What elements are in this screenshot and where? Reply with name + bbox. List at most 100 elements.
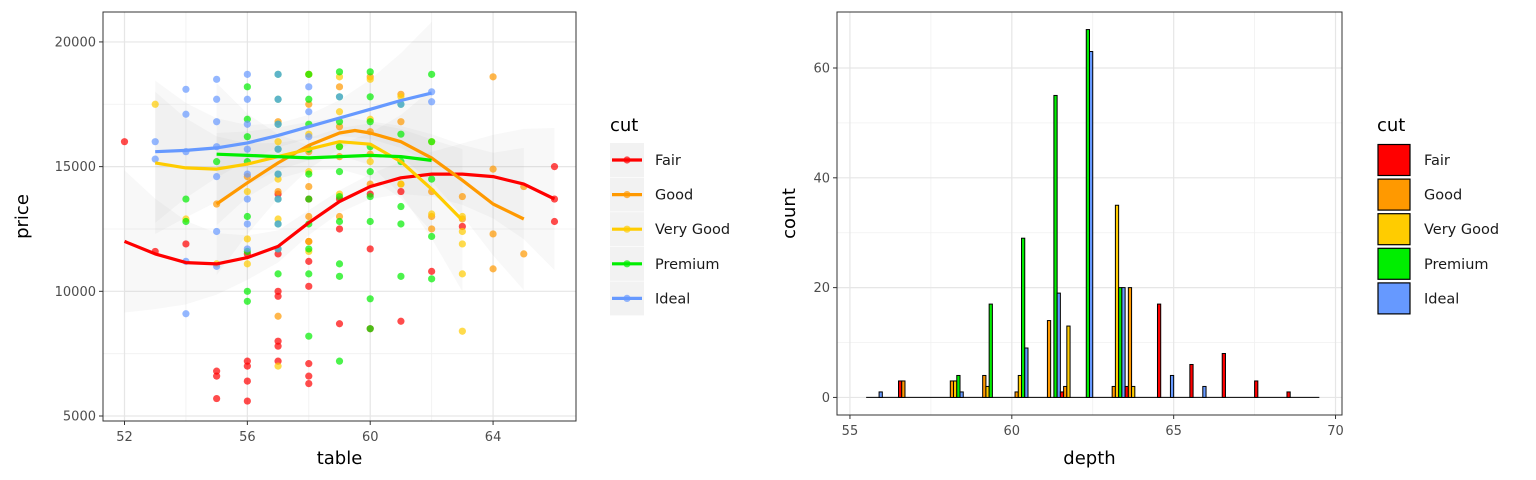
data-point xyxy=(274,195,282,203)
legend: cut Fair Good Very Good Premium Ideal xyxy=(1377,115,1499,315)
data-point xyxy=(489,230,497,238)
legend-label-very-good: Very Good xyxy=(1424,222,1499,238)
bar-ideal xyxy=(878,391,883,398)
data-point xyxy=(243,70,251,78)
data-point xyxy=(213,75,221,83)
data-point xyxy=(458,270,466,278)
legend-key-ideal xyxy=(1377,282,1411,315)
data-point xyxy=(274,292,282,300)
bars xyxy=(878,29,1291,398)
data-point xyxy=(305,212,313,221)
data-point xyxy=(243,362,251,370)
data-point xyxy=(335,357,344,365)
data-point xyxy=(397,180,405,188)
data-point xyxy=(274,170,282,178)
data-point xyxy=(489,165,497,173)
data-point xyxy=(243,195,251,203)
y-tick-label: 20 xyxy=(813,281,830,296)
data-point xyxy=(274,215,282,223)
data-point xyxy=(458,192,466,201)
data-point xyxy=(182,240,190,248)
data-point xyxy=(182,85,190,93)
data-point xyxy=(428,225,436,233)
data-point xyxy=(397,317,405,325)
data-point xyxy=(274,220,282,228)
histogram-depth-count: 55 60 65 70 0 20 40 60 depth count cut Fair Good Very… xyxy=(779,11,1499,469)
data-point xyxy=(366,158,374,166)
data-point xyxy=(213,227,221,236)
y-tick-label: 40 xyxy=(813,171,830,186)
data-point xyxy=(151,155,159,163)
x-tick-label: 65 xyxy=(1165,424,1182,439)
data-point xyxy=(366,245,374,253)
data-point xyxy=(397,187,405,196)
smooth-line-ideal xyxy=(155,91,432,154)
smooth-line-good xyxy=(215,128,525,221)
data-point xyxy=(335,260,344,268)
legend-key-very-good xyxy=(1377,213,1411,246)
y-tick-label: 20000 xyxy=(55,35,96,50)
legend-label-premium: Premium xyxy=(655,257,720,273)
y-tick-label: 10000 xyxy=(55,285,96,300)
data-point xyxy=(305,379,313,388)
data-point xyxy=(489,265,497,273)
data-point xyxy=(243,212,251,221)
data-point xyxy=(182,195,190,203)
data-point xyxy=(305,237,313,246)
data-point xyxy=(335,272,344,280)
data-point xyxy=(335,83,344,91)
data-point xyxy=(305,332,313,340)
data-point xyxy=(335,168,344,176)
data-point xyxy=(213,118,221,126)
data-point xyxy=(305,100,313,108)
data-point xyxy=(335,192,344,201)
data-point xyxy=(366,75,374,83)
data-point xyxy=(366,295,374,303)
data-point xyxy=(489,73,497,81)
data-point xyxy=(274,250,282,258)
data-point xyxy=(243,235,251,243)
data-point xyxy=(213,372,221,380)
data-point xyxy=(335,217,344,226)
data-point xyxy=(305,182,313,191)
data-point xyxy=(397,272,405,280)
x-axis-title: table xyxy=(317,448,363,469)
data-point xyxy=(305,372,313,380)
bar-good xyxy=(901,380,906,398)
data-point xyxy=(305,282,313,290)
x-tick-label: 55 xyxy=(842,424,859,439)
panel-border xyxy=(836,11,1343,416)
bar-fair xyxy=(1189,363,1194,398)
data-point xyxy=(458,327,466,335)
data-point xyxy=(305,195,313,203)
smooth-line-very-good xyxy=(154,140,464,222)
bar-premium xyxy=(988,303,993,398)
data-point xyxy=(243,260,251,268)
bar-premium xyxy=(956,374,961,398)
data-point xyxy=(366,93,374,101)
legend-label-very-good: Very Good xyxy=(655,222,730,238)
legend-label-fair: Fair xyxy=(1424,153,1450,169)
data-point xyxy=(274,175,282,183)
data-point xyxy=(520,250,528,258)
x-tick-label: 64 xyxy=(485,430,502,445)
data-point xyxy=(274,312,282,320)
bar-ideal xyxy=(1089,51,1094,398)
data-point xyxy=(335,123,344,131)
data-point xyxy=(151,138,159,146)
data-point xyxy=(366,325,374,333)
legend-label-good: Good xyxy=(655,188,693,204)
data-point xyxy=(243,377,251,385)
smooth-line-premium xyxy=(216,152,432,162)
data-point xyxy=(305,245,313,253)
data-point xyxy=(213,172,221,181)
legend-key-point xyxy=(623,294,631,302)
data-point xyxy=(274,145,282,153)
legend-key-point xyxy=(623,156,631,164)
legend-label-ideal: Ideal xyxy=(1424,291,1459,307)
smooth-line-fair xyxy=(123,172,556,266)
data-point xyxy=(305,170,313,178)
data-point xyxy=(335,93,344,101)
data-point xyxy=(213,367,221,375)
data-point xyxy=(243,133,251,141)
